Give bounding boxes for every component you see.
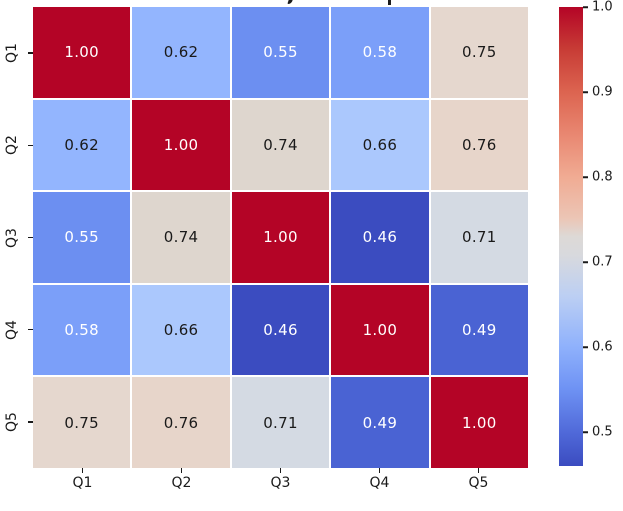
x-axis-tick-marks <box>33 468 528 473</box>
y-axis-tick-marks <box>28 7 33 468</box>
cell-annotation: 1.00 <box>362 321 398 340</box>
x-tick-mark <box>330 468 429 473</box>
y-axis-tick-labels: Q1 Q2 Q3 Q4 Q5 <box>2 7 22 468</box>
x-tick-label-Q5: Q5 <box>468 475 489 491</box>
heatmap-cell-Q5-Q5: 1.00 <box>430 377 528 468</box>
x-axis-tick-labels: Q1 Q2 Q3 Q4 Q5 <box>33 475 528 493</box>
x-tick-mark <box>33 468 132 473</box>
cell-annotation: 0.49 <box>362 413 398 432</box>
x-tick-mark <box>132 468 231 473</box>
cell-annotation: 0.46 <box>263 321 298 340</box>
cell-annotation: 0.74 <box>263 135 298 154</box>
cell-annotation: 0.76 <box>163 413 199 432</box>
cell-annotation: 0.62 <box>64 135 99 154</box>
heatmap-cell-Q5-Q3: 0.71 <box>231 377 330 468</box>
heatmap-cell-Q3-Q3: 1.00 <box>231 192 330 283</box>
cell-annotation: 1.00 <box>163 135 199 154</box>
colorbar-tick-label-0.7: 0.7 <box>592 254 613 270</box>
x-tick-mark <box>429 468 528 473</box>
colorbar-tick-label-0.6: 0.6 <box>592 339 613 355</box>
x-tick-label-Q2: Q2 <box>171 475 192 491</box>
heatmap-cell-Q2-Q4: 0.66 <box>331 99 429 191</box>
colorbar-tick-label-0.8: 0.8 <box>592 169 613 185</box>
heatmap-cell-Q5-Q4: 0.49 <box>331 377 429 468</box>
colorbar-tick-mark <box>583 6 588 8</box>
heatmap-cell-Q1-Q2: 0.62 <box>132 7 230 98</box>
cell-annotation: 0.62 <box>163 43 199 62</box>
heatmap-cell-Q4-Q2: 0.66 <box>132 284 230 376</box>
heatmap-cell-Q3-Q2: 0.74 <box>132 192 230 283</box>
heatmap-cell-Q5-Q2: 0.76 <box>132 377 230 468</box>
colorbar-gradient <box>559 7 583 466</box>
x-tick-label-Q1: Q1 <box>72 475 93 491</box>
cell-annotation: 0.74 <box>163 228 199 247</box>
colorbar: 1.0 0.9 0.8 0.7 0.6 0.5 <box>559 0 613 466</box>
clipped-title-descender <box>287 0 293 4</box>
cell-annotation: 1.00 <box>461 413 497 432</box>
y-tick-label-Q2: Q2 <box>4 135 20 156</box>
y-tick-mark <box>28 284 33 376</box>
cell-annotation: 0.46 <box>362 228 398 247</box>
y-tick-mark <box>28 376 33 468</box>
cell-annotation: 0.66 <box>163 321 199 340</box>
colorbar-tick-label-0.5: 0.5 <box>592 424 613 440</box>
colorbar-tick-mark <box>583 176 588 178</box>
x-tick-label-Q4: Q4 <box>369 475 390 491</box>
y-tick-mark <box>28 191 33 283</box>
colorbar-tick-label-0.9: 0.9 <box>592 84 613 100</box>
cell-annotation: 0.75 <box>64 413 99 432</box>
colorbar-tick-mark <box>583 346 588 348</box>
x-tick-mark <box>231 468 330 473</box>
y-tick-label-Q4: Q4 <box>4 319 20 340</box>
colorbar-tick-mark <box>583 261 588 263</box>
y-tick-mark <box>28 99 33 191</box>
x-tick-label-Q3: Q3 <box>270 475 291 491</box>
heatmap-grid: 1.00 0.62 0.55 0.58 0.75 0.62 1.00 0.74 0.66 0.76… <box>33 7 528 468</box>
y-tick-mark <box>28 7 33 99</box>
heatmap-cell-Q4-Q3: 0.46 <box>231 284 330 376</box>
cell-annotation: 1.00 <box>64 43 99 62</box>
cell-annotation: 1.00 <box>263 228 298 247</box>
heatmap-cell-Q1-Q3: 0.55 <box>231 7 330 98</box>
heatmap-cell-Q1-Q1: 1.00 <box>33 7 131 98</box>
y-tick-label-Q5: Q5 <box>4 411 20 432</box>
cell-annotation: 0.55 <box>263 43 298 62</box>
cell-annotation: 0.58 <box>64 321 99 340</box>
heatmap-cell-Q2-Q1: 0.62 <box>33 99 131 191</box>
y-tick-label-Q3: Q3 <box>4 227 20 248</box>
cell-annotation: 0.58 <box>362 43 398 62</box>
cell-annotation: 0.71 <box>461 228 497 247</box>
heatmap-cell-Q5-Q1: 0.75 <box>33 377 131 468</box>
heatmap-cell-Q1-Q5: 0.75 <box>430 7 528 98</box>
heatmap-cell-Q4-Q5: 0.49 <box>430 284 528 376</box>
clipped-title-descender <box>388 0 391 5</box>
heatmap-cell-Q4-Q1: 0.58 <box>33 284 131 376</box>
cell-annotation: 0.49 <box>461 321 497 340</box>
heatmap-cell-Q4-Q4: 1.00 <box>331 284 429 376</box>
cell-annotation: 0.75 <box>461 43 497 62</box>
colorbar-tick-mark <box>583 431 588 433</box>
colorbar-tick-label-1.0: 1.0 <box>592 0 613 15</box>
heatmap-cell-Q3-Q1: 0.55 <box>33 192 131 283</box>
cell-annotation: 0.71 <box>263 413 298 432</box>
heatmap-cell-Q1-Q4: 0.58 <box>331 7 429 98</box>
cell-annotation: 0.55 <box>64 228 99 247</box>
cell-annotation: 0.66 <box>362 135 398 154</box>
heatmap-cell-Q3-Q5: 0.71 <box>430 192 528 283</box>
heatmap-cell-Q2-Q5: 0.76 <box>430 99 528 191</box>
heatmap-cell-Q2-Q2: 1.00 <box>132 99 230 191</box>
heatmap-cell-Q3-Q4: 0.46 <box>331 192 429 283</box>
y-tick-label-Q1: Q1 <box>4 43 20 64</box>
heatmap-cell-Q2-Q3: 0.74 <box>231 99 330 191</box>
cell-annotation: 0.76 <box>461 135 497 154</box>
colorbar-tick-mark <box>583 91 588 93</box>
